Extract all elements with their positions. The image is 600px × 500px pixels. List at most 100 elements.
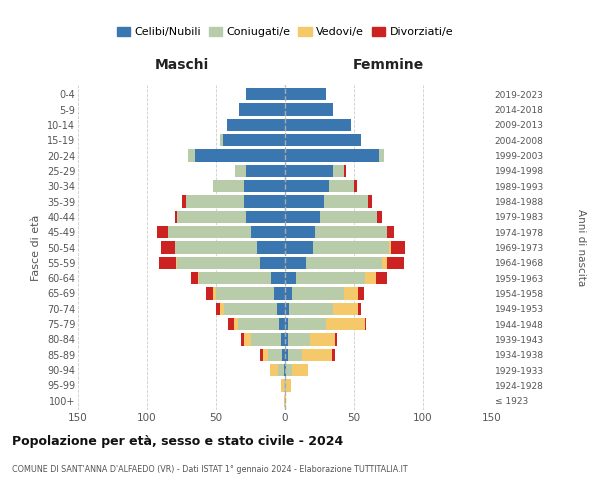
Bar <box>285 256 306 269</box>
Bar <box>288 348 302 361</box>
Bar <box>302 348 332 361</box>
Bar <box>285 118 351 131</box>
Bar <box>368 195 372 208</box>
Bar <box>289 302 334 315</box>
Y-axis label: Anni di nascita: Anni di nascita <box>575 209 586 286</box>
Bar <box>306 256 382 269</box>
Bar <box>285 272 296 284</box>
Bar <box>160 256 176 269</box>
Bar <box>387 256 404 269</box>
Bar <box>196 149 285 162</box>
Bar <box>185 195 244 208</box>
Bar <box>376 272 387 284</box>
Bar <box>313 241 389 254</box>
Bar <box>316 226 387 238</box>
Text: Maschi: Maschi <box>154 58 209 72</box>
Bar <box>281 333 285 346</box>
Bar <box>323 195 368 208</box>
Bar <box>270 364 278 376</box>
Bar <box>251 333 281 346</box>
Bar <box>377 210 382 223</box>
Bar <box>244 180 285 192</box>
Bar <box>234 318 238 330</box>
Bar <box>382 256 387 269</box>
Bar <box>161 241 175 254</box>
Bar <box>344 164 346 177</box>
Bar <box>191 272 198 284</box>
Bar <box>285 103 334 116</box>
Bar <box>182 195 185 208</box>
Bar <box>284 394 285 407</box>
Bar <box>391 241 405 254</box>
Bar <box>251 226 285 238</box>
Bar <box>223 134 285 146</box>
Bar <box>239 103 285 116</box>
Bar <box>310 333 335 346</box>
Bar <box>285 348 288 361</box>
Bar <box>379 149 385 162</box>
Bar <box>168 226 251 238</box>
Bar <box>285 88 326 101</box>
Bar <box>175 210 178 223</box>
Y-axis label: Fasce di età: Fasce di età <box>31 214 41 280</box>
Bar <box>285 164 334 177</box>
Bar <box>176 256 178 269</box>
Bar <box>157 226 168 238</box>
Bar <box>284 364 285 376</box>
Bar <box>326 318 365 330</box>
Text: COMUNE DI SANT'ANNA D'ALFAEDO (VR) - Dati ISTAT 1° gennaio 2024 - Elaborazione T: COMUNE DI SANT'ANNA D'ALFAEDO (VR) - Dat… <box>12 465 407 474</box>
Bar <box>354 180 357 192</box>
Bar <box>282 348 285 361</box>
Bar <box>332 348 335 361</box>
Bar <box>175 241 257 254</box>
Bar <box>285 149 379 162</box>
Bar <box>235 164 247 177</box>
Bar <box>285 195 323 208</box>
Bar <box>213 180 244 192</box>
Bar <box>288 318 326 330</box>
Bar <box>244 195 285 208</box>
Bar <box>389 241 391 254</box>
Bar <box>216 302 220 315</box>
Bar <box>285 302 289 315</box>
Bar <box>285 394 286 407</box>
Bar <box>213 287 216 300</box>
Bar <box>285 241 313 254</box>
Bar <box>285 210 320 223</box>
Bar <box>244 333 251 346</box>
Bar <box>224 302 277 315</box>
Bar <box>268 348 282 361</box>
Bar <box>178 256 260 269</box>
Bar <box>358 302 361 315</box>
Bar <box>320 210 377 223</box>
Bar <box>227 118 285 131</box>
Bar <box>358 287 364 300</box>
Bar <box>387 226 394 238</box>
Bar <box>260 348 263 361</box>
Bar <box>285 318 288 330</box>
Bar <box>229 318 234 330</box>
Bar <box>198 272 199 284</box>
Bar <box>188 149 196 162</box>
Bar <box>285 134 361 146</box>
Bar <box>199 272 271 284</box>
Bar <box>285 379 286 392</box>
Bar <box>247 164 285 177</box>
Bar <box>257 241 285 254</box>
Bar <box>247 88 285 101</box>
Bar <box>278 364 284 376</box>
Bar <box>280 318 285 330</box>
Bar <box>206 287 213 300</box>
Bar <box>286 379 290 392</box>
Bar <box>285 333 288 346</box>
Bar <box>286 364 292 376</box>
Bar <box>260 256 285 269</box>
Bar <box>292 364 308 376</box>
Bar <box>281 379 284 392</box>
Bar <box>285 287 292 300</box>
Bar <box>274 287 285 300</box>
Bar <box>238 318 280 330</box>
Bar <box>178 210 247 223</box>
Bar <box>285 364 286 376</box>
Bar <box>292 287 344 300</box>
